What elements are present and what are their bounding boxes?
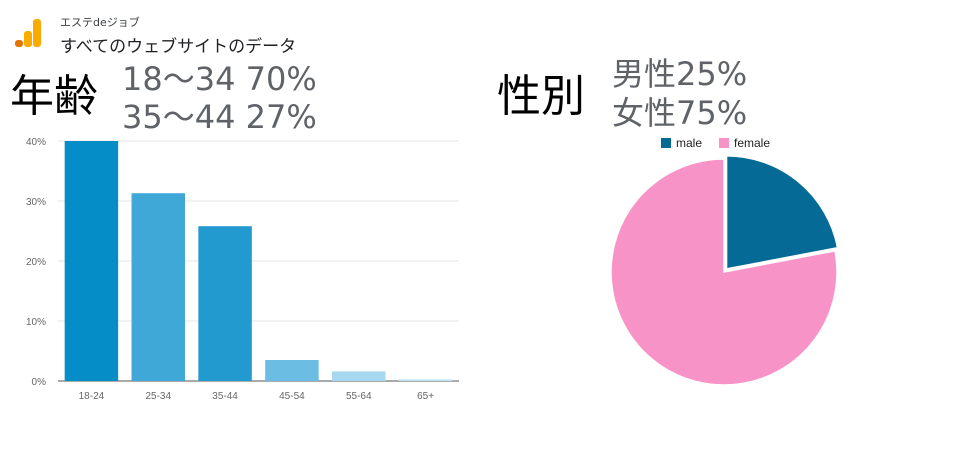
x-tick-label: 18-24 — [79, 391, 105, 402]
age-stat-line-1: 18〜34 70% — [122, 60, 317, 98]
gender-stat-male: 男性25% — [612, 55, 748, 93]
y-tick-label: 0% — [32, 377, 47, 388]
gender-heading: 性別 — [497, 71, 585, 122]
y-tick-label: 20% — [26, 257, 46, 268]
x-tick-label: 65+ — [417, 391, 434, 402]
bar-55-64[interactable] — [332, 371, 386, 381]
age-heading: 年齢 — [10, 71, 98, 122]
y-tick-label: 10% — [26, 317, 46, 328]
y-tick-label: 30% — [26, 197, 46, 208]
bar-18-24[interactable] — [64, 141, 119, 381]
age-bar-chart: 0% 10% 20% 30% 40% 18-24 25-34 35-44 45-54 55-64 6… — [26, 137, 459, 402]
property-name[interactable]: エステdeジョブ — [60, 16, 140, 29]
slice-male[interactable] — [725, 155, 839, 270]
slice-female[interactable] — [610, 158, 838, 386]
gender-stat-female: 女性75% — [612, 94, 748, 132]
bar-65+[interactable] — [398, 379, 453, 381]
legend-swatch-female — [719, 138, 729, 148]
legend-swatch-male — [661, 138, 671, 148]
x-tick-label: 45-54 — [279, 391, 305, 402]
bar-35-44[interactable] — [198, 226, 252, 381]
bar-45-54[interactable] — [265, 360, 319, 381]
bar-25-34[interactable] — [131, 193, 185, 381]
x-tick-label: 35-44 — [212, 391, 238, 402]
x-tick-label: 25-34 — [145, 391, 171, 402]
legend-label-female: female — [734, 136, 770, 150]
gender-pie-chart: male female — [610, 136, 839, 386]
view-name[interactable]: すべてのウェブサイトのデータ — [60, 37, 297, 57]
y-tick-label: 40% — [26, 137, 46, 148]
legend-label-male: male — [676, 136, 702, 150]
x-tick-label: 55-64 — [346, 391, 372, 402]
analytics-logo-icon — [15, 19, 41, 47]
age-stat-line-2: 35〜44 27% — [122, 98, 317, 136]
